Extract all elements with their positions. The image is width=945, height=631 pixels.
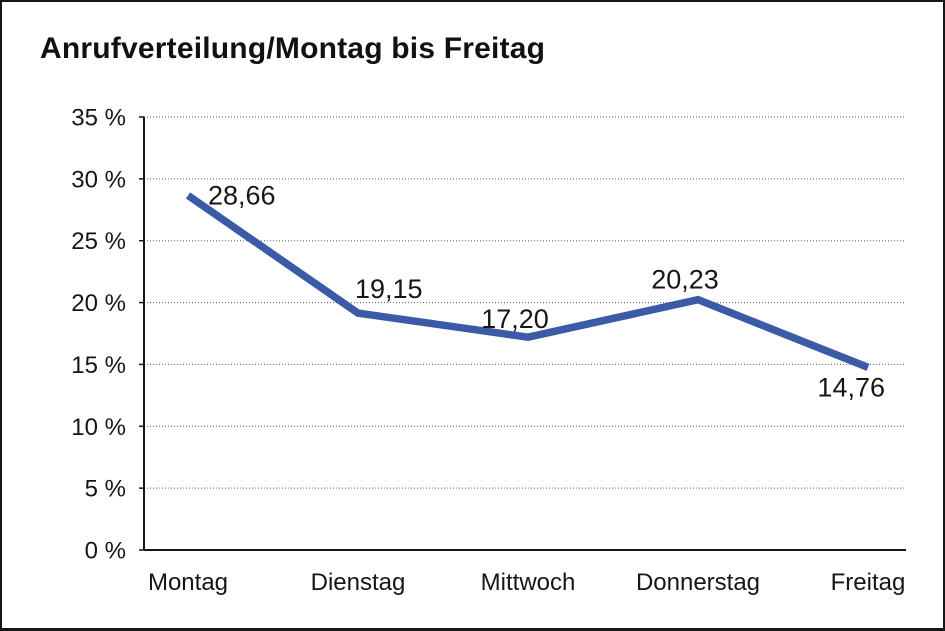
chart-title: Anrufverteilung/Montag bis Freitag	[40, 32, 546, 65]
data-point-label: 19,15	[355, 274, 423, 304]
data-point-label: 14,76	[817, 372, 885, 402]
y-axis-tick-label: 10 %	[71, 414, 126, 441]
x-axis-category-label: Montag	[148, 569, 228, 596]
x-axis-category-label: Dienstag	[311, 569, 406, 596]
y-axis-tick-label: 20 %	[71, 290, 126, 317]
y-axis-tick-label: 35 %	[71, 105, 126, 132]
x-axis-category-label: Freitag	[831, 569, 906, 596]
y-axis-tick-label: 5 %	[85, 476, 126, 503]
y-axis-tick-label: 0 %	[85, 538, 126, 565]
data-line	[185, 192, 870, 371]
x-axis-category-label: Donnerstag	[636, 569, 760, 596]
y-axis-tick-label: 25 %	[71, 228, 126, 255]
x-axis-category-label: Mittwoch	[481, 569, 576, 596]
data-point-label: 17,20	[481, 304, 549, 334]
data-point-label: 28,66	[208, 180, 276, 210]
y-axis-tick-label: 15 %	[71, 352, 126, 379]
y-axis-tick-label: 30 %	[71, 166, 126, 193]
data-point-label: 20,23	[651, 265, 719, 295]
